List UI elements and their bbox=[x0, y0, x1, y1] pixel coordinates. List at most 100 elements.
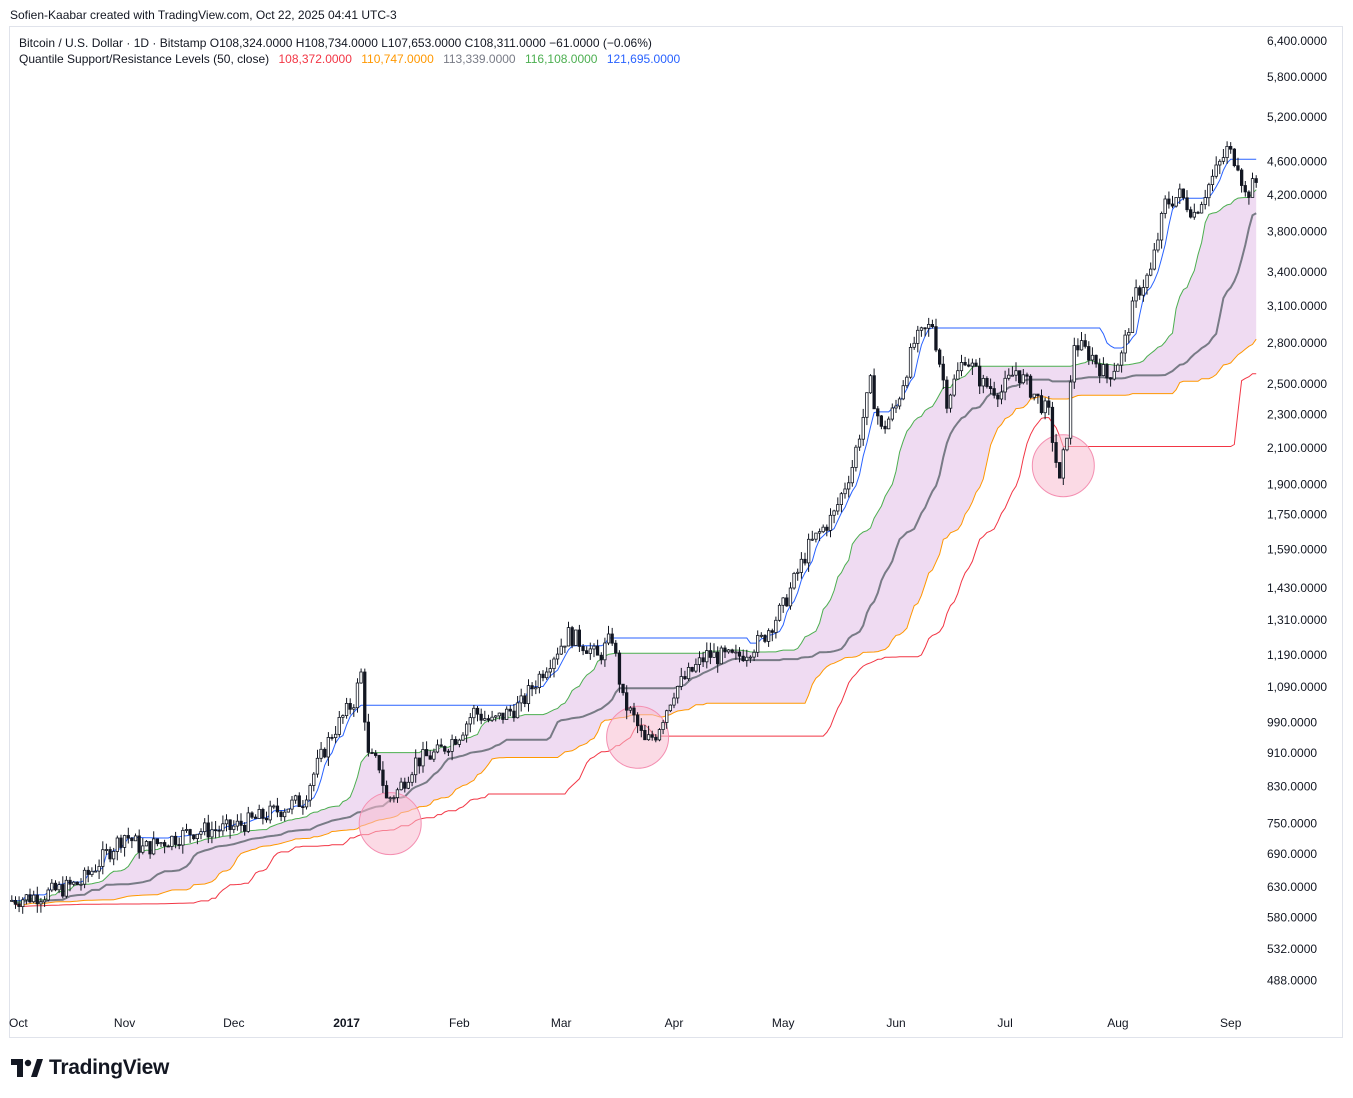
candle[interactable] bbox=[628, 706, 632, 714]
candle[interactable] bbox=[155, 838, 160, 847]
tradingview-logo[interactable]: TradingView bbox=[11, 1056, 169, 1080]
symbol-row[interactable]: Bitcoin / U.S. Dollar · 1D · Bitstamp O1… bbox=[19, 35, 680, 51]
candle[interactable] bbox=[945, 376, 949, 414]
candle[interactable] bbox=[1065, 437, 1069, 452]
candle[interactable] bbox=[650, 730, 654, 741]
candle[interactable] bbox=[1250, 172, 1255, 198]
candle[interactable] bbox=[279, 810, 283, 822]
candle[interactable] bbox=[239, 813, 243, 833]
candle[interactable] bbox=[1229, 142, 1233, 154]
candle[interactable] bbox=[501, 712, 505, 724]
candle[interactable] bbox=[1214, 156, 1218, 179]
candle[interactable] bbox=[453, 736, 458, 746]
candle[interactable] bbox=[737, 647, 742, 663]
candle[interactable] bbox=[326, 732, 331, 766]
candle[interactable] bbox=[1119, 350, 1124, 373]
candle[interactable] bbox=[188, 828, 192, 843]
candle[interactable] bbox=[1192, 203, 1196, 220]
candle[interactable] bbox=[192, 834, 196, 841]
candle[interactable] bbox=[1218, 159, 1222, 175]
candle[interactable] bbox=[475, 706, 480, 722]
candle[interactable] bbox=[1247, 190, 1251, 205]
candle[interactable] bbox=[24, 894, 29, 905]
candle[interactable] bbox=[523, 693, 527, 708]
candle[interactable] bbox=[723, 645, 727, 658]
candle[interactable] bbox=[1014, 362, 1018, 382]
candle[interactable] bbox=[897, 396, 902, 410]
candle[interactable] bbox=[348, 698, 352, 715]
candle[interactable] bbox=[1127, 328, 1131, 344]
candle[interactable] bbox=[625, 685, 629, 720]
candle[interactable] bbox=[90, 867, 94, 877]
candle[interactable] bbox=[301, 800, 305, 815]
candle[interactable] bbox=[632, 702, 636, 723]
candle[interactable] bbox=[435, 739, 440, 754]
candle[interactable] bbox=[1058, 462, 1062, 479]
candle[interactable] bbox=[621, 683, 625, 696]
candle[interactable] bbox=[286, 808, 291, 813]
candle[interactable] bbox=[108, 846, 112, 863]
candle[interactable] bbox=[403, 777, 407, 793]
candle[interactable] bbox=[606, 625, 611, 646]
candle[interactable] bbox=[734, 644, 738, 660]
candle[interactable] bbox=[1178, 183, 1182, 204]
candle[interactable] bbox=[1181, 188, 1185, 201]
candle[interactable] bbox=[315, 749, 320, 778]
candle[interactable] bbox=[617, 650, 622, 693]
candle[interactable] bbox=[424, 741, 429, 757]
candle[interactable] bbox=[141, 838, 145, 855]
candle[interactable] bbox=[1134, 279, 1138, 308]
candle[interactable] bbox=[79, 878, 83, 891]
candle[interactable] bbox=[694, 658, 698, 674]
candle[interactable] bbox=[697, 651, 702, 673]
candle[interactable] bbox=[355, 678, 360, 713]
candle[interactable] bbox=[290, 796, 294, 815]
candle[interactable] bbox=[577, 624, 581, 652]
candle[interactable] bbox=[344, 697, 349, 719]
candle[interactable] bbox=[985, 376, 989, 389]
candle[interactable] bbox=[42, 896, 47, 907]
candle[interactable] bbox=[497, 712, 502, 720]
candle[interactable] bbox=[1243, 181, 1247, 197]
candle[interactable] bbox=[646, 725, 651, 741]
candle[interactable] bbox=[257, 804, 261, 819]
candle[interactable] bbox=[1145, 273, 1149, 295]
candle[interactable] bbox=[479, 708, 483, 725]
candle[interactable] bbox=[748, 655, 753, 663]
candle[interactable] bbox=[847, 475, 851, 498]
candle[interactable] bbox=[956, 362, 960, 380]
candle[interactable] bbox=[938, 348, 942, 368]
candle[interactable] bbox=[1039, 389, 1044, 415]
candle[interactable] bbox=[246, 806, 250, 833]
candle[interactable] bbox=[508, 705, 512, 717]
candle[interactable] bbox=[1054, 433, 1058, 468]
candle[interactable] bbox=[377, 755, 381, 774]
quantile-line-q95[interactable] bbox=[11, 158, 1257, 902]
candle[interactable] bbox=[588, 642, 592, 660]
candle[interactable] bbox=[82, 867, 87, 889]
candle[interactable] bbox=[774, 616, 778, 639]
candle[interactable] bbox=[763, 634, 767, 644]
candle[interactable] bbox=[777, 603, 782, 622]
candle[interactable] bbox=[275, 797, 280, 818]
candle[interactable] bbox=[1025, 372, 1029, 385]
candle[interactable] bbox=[1152, 243, 1156, 271]
candle[interactable] bbox=[1170, 195, 1175, 209]
candle[interactable] bbox=[464, 721, 469, 743]
candle[interactable] bbox=[213, 821, 218, 839]
candle[interactable] bbox=[1232, 148, 1236, 168]
candle[interactable] bbox=[857, 434, 862, 451]
candle[interactable] bbox=[912, 336, 916, 350]
candle[interactable] bbox=[1163, 195, 1167, 219]
candle[interactable] bbox=[1207, 182, 1211, 207]
candle[interactable] bbox=[803, 552, 807, 566]
candle[interactable] bbox=[665, 709, 669, 729]
candle[interactable] bbox=[908, 343, 913, 379]
candle[interactable] bbox=[1021, 369, 1025, 385]
candle[interactable] bbox=[1028, 374, 1033, 399]
candle[interactable] bbox=[10, 895, 14, 902]
candle[interactable] bbox=[1130, 296, 1135, 333]
candle[interactable] bbox=[399, 777, 403, 791]
candle[interactable] bbox=[534, 680, 538, 695]
candle[interactable] bbox=[555, 647, 560, 665]
